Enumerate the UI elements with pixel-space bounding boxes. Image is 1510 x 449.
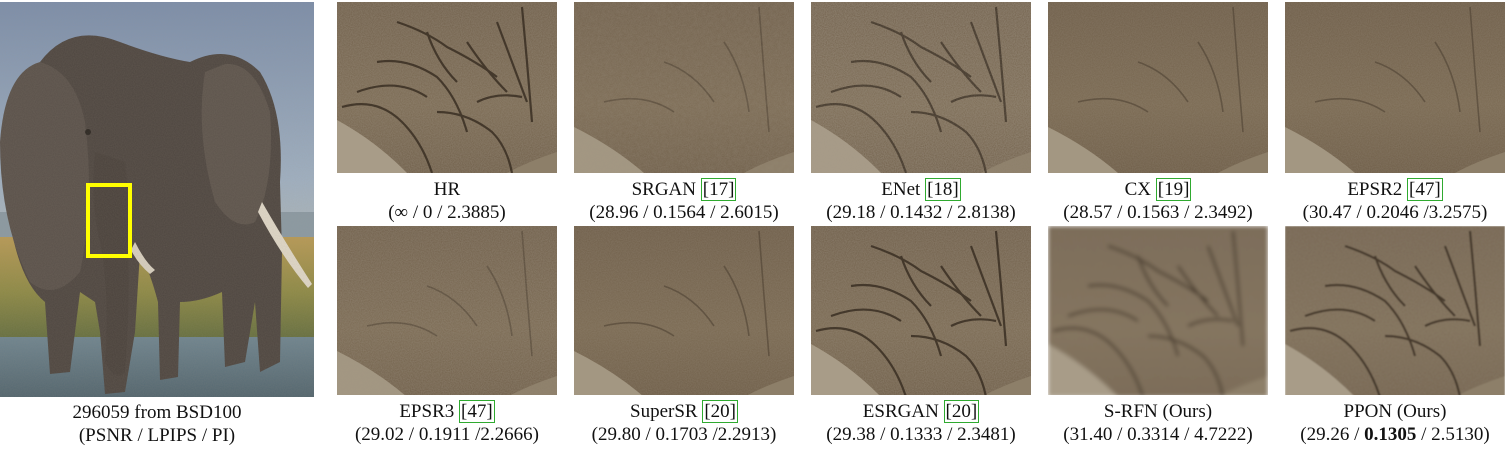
crop-image-epsr3 [337,226,557,395]
crop-epsr2: EPSR2 [47] (30.47 / 0.2046 /3.2575) [1285,2,1505,223]
method-name: ESRGAN [862,401,939,422]
crop-srgan: SRGAN [17] (28.96 / 0.1564 / 2.6015) [574,2,794,223]
crop-caption-ppon: PPON (Ours) (29.26 / 0.1305 / 2.5130) [1275,400,1510,446]
crop-caption-supersr: SuperSR [20] (29.80 / 0.1703 /2.2913) [564,400,804,446]
method-name: SRGAN [631,179,696,200]
method-name: HR [433,179,461,200]
crop-image-cx [1048,2,1268,173]
crop-image-enet [811,2,1031,173]
metrics: (28.57 / 0.1563 / 2.3492) [1063,202,1253,223]
highlight-box [86,183,132,258]
crop-image-supersr [574,226,794,395]
citation-link[interactable]: [47] [1407,178,1443,201]
crop-caption-enet: ENet [18] (29.18 / 0.1432 / 2.8138) [801,178,1041,224]
crop-enet: ENet [18] (29.18 / 0.1432 / 2.8138) [811,2,1031,223]
metrics: (29.26 / 0.1305 / 2.5130) [1275,423,1510,446]
crop-caption-epsr3: EPSR3 [47] (29.02 / 0.1911 /2.2666) [327,400,567,446]
crop-srfn: S-RFN (Ours) (31.40 / 0.3314 / 4.7222) [1048,226,1268,445]
metrics-post: / 2.5130) [1416,424,1490,445]
crop-caption-srfn: S-RFN (Ours) (31.40 / 0.3314 / 4.7222) [1038,400,1278,446]
metrics: (28.96 / 0.1564 / 2.6015) [589,202,779,223]
crop-image-ppon [1285,226,1505,395]
citation-link[interactable]: [47] [459,400,495,423]
method-name: SuperSR [630,401,698,422]
crop-image-srfn [1048,226,1268,395]
metrics: (29.02 / 0.1911 /2.2666) [354,424,539,445]
crop-supersr: SuperSR [20] (29.80 / 0.1703 /2.2913) [574,226,794,445]
metrics: (29.38 / 0.1333 / 2.3481) [826,424,1016,445]
crop-image-esrgan [811,226,1031,395]
method-name: ENet [881,179,921,200]
metrics-best-lpips: 0.1305 [1364,424,1417,445]
crop-esrgan: ESRGAN [20] (29.38 / 0.1333 / 2.3481) [811,226,1031,445]
crop-image-hr [337,2,557,173]
method-name: S-RFN (Ours) [1103,401,1213,422]
crop-cx: CX [19] (28.57 / 0.1563 / 2.3492) [1048,2,1268,223]
citation-link[interactable]: [20] [943,400,980,423]
crop-image-epsr2 [1285,2,1505,173]
crop-epsr3: EPSR3 [47] (29.02 / 0.1911 /2.2666) [337,226,557,445]
crop-ppon: PPON (Ours) (29.26 / 0.1305 / 2.5130) [1285,226,1505,445]
metrics: (∞ / 0 / 2.3885) [388,202,506,223]
metrics: (30.47 / 0.2046 /3.2575) [1302,202,1488,223]
method-name: PPON (Ours) [1343,401,1447,422]
citation-link[interactable]: [17] [700,178,737,201]
citation-link[interactable]: [18] [925,178,961,201]
citation-link[interactable]: [19] [1155,178,1192,201]
main-caption: 296059 from BSD100 (PSNR / LPIPS / PI) [0,401,314,447]
method-name: EPSR2 [1347,179,1403,200]
crop-caption-srgan: SRGAN [17] (28.96 / 0.1564 / 2.6015) [564,178,804,224]
crop-caption-esrgan: ESRGAN [20] (29.38 / 0.1333 / 2.3481) [801,400,1041,446]
crop-image-srgan [574,2,794,173]
crop-caption-epsr2: EPSR2 [47] (30.47 / 0.2046 /3.2575) [1275,178,1510,224]
metrics-pre: (29.26 / [1300,424,1365,445]
elephant-photo [0,2,314,397]
citation-link[interactable]: [20] [702,400,738,423]
crop-caption-cx: CX [19] (28.57 / 0.1563 / 2.3492) [1038,178,1278,224]
metrics: (29.80 / 0.1703 /2.2913) [591,424,777,445]
crop-caption-hr: HR (∞ / 0 / 2.3885) [327,178,567,224]
main-caption-line1: 296059 from BSD100 [72,402,242,423]
method-name: CX [1124,179,1151,200]
crop-hr: HR (∞ / 0 / 2.3885) [337,2,557,223]
method-name: EPSR3 [399,401,455,422]
main-caption-line2: (PSNR / LPIPS / PI) [78,425,236,446]
metrics: (29.18 / 0.1432 / 2.8138) [826,202,1016,223]
metrics: (31.40 / 0.3314 / 4.7222) [1063,424,1253,445]
